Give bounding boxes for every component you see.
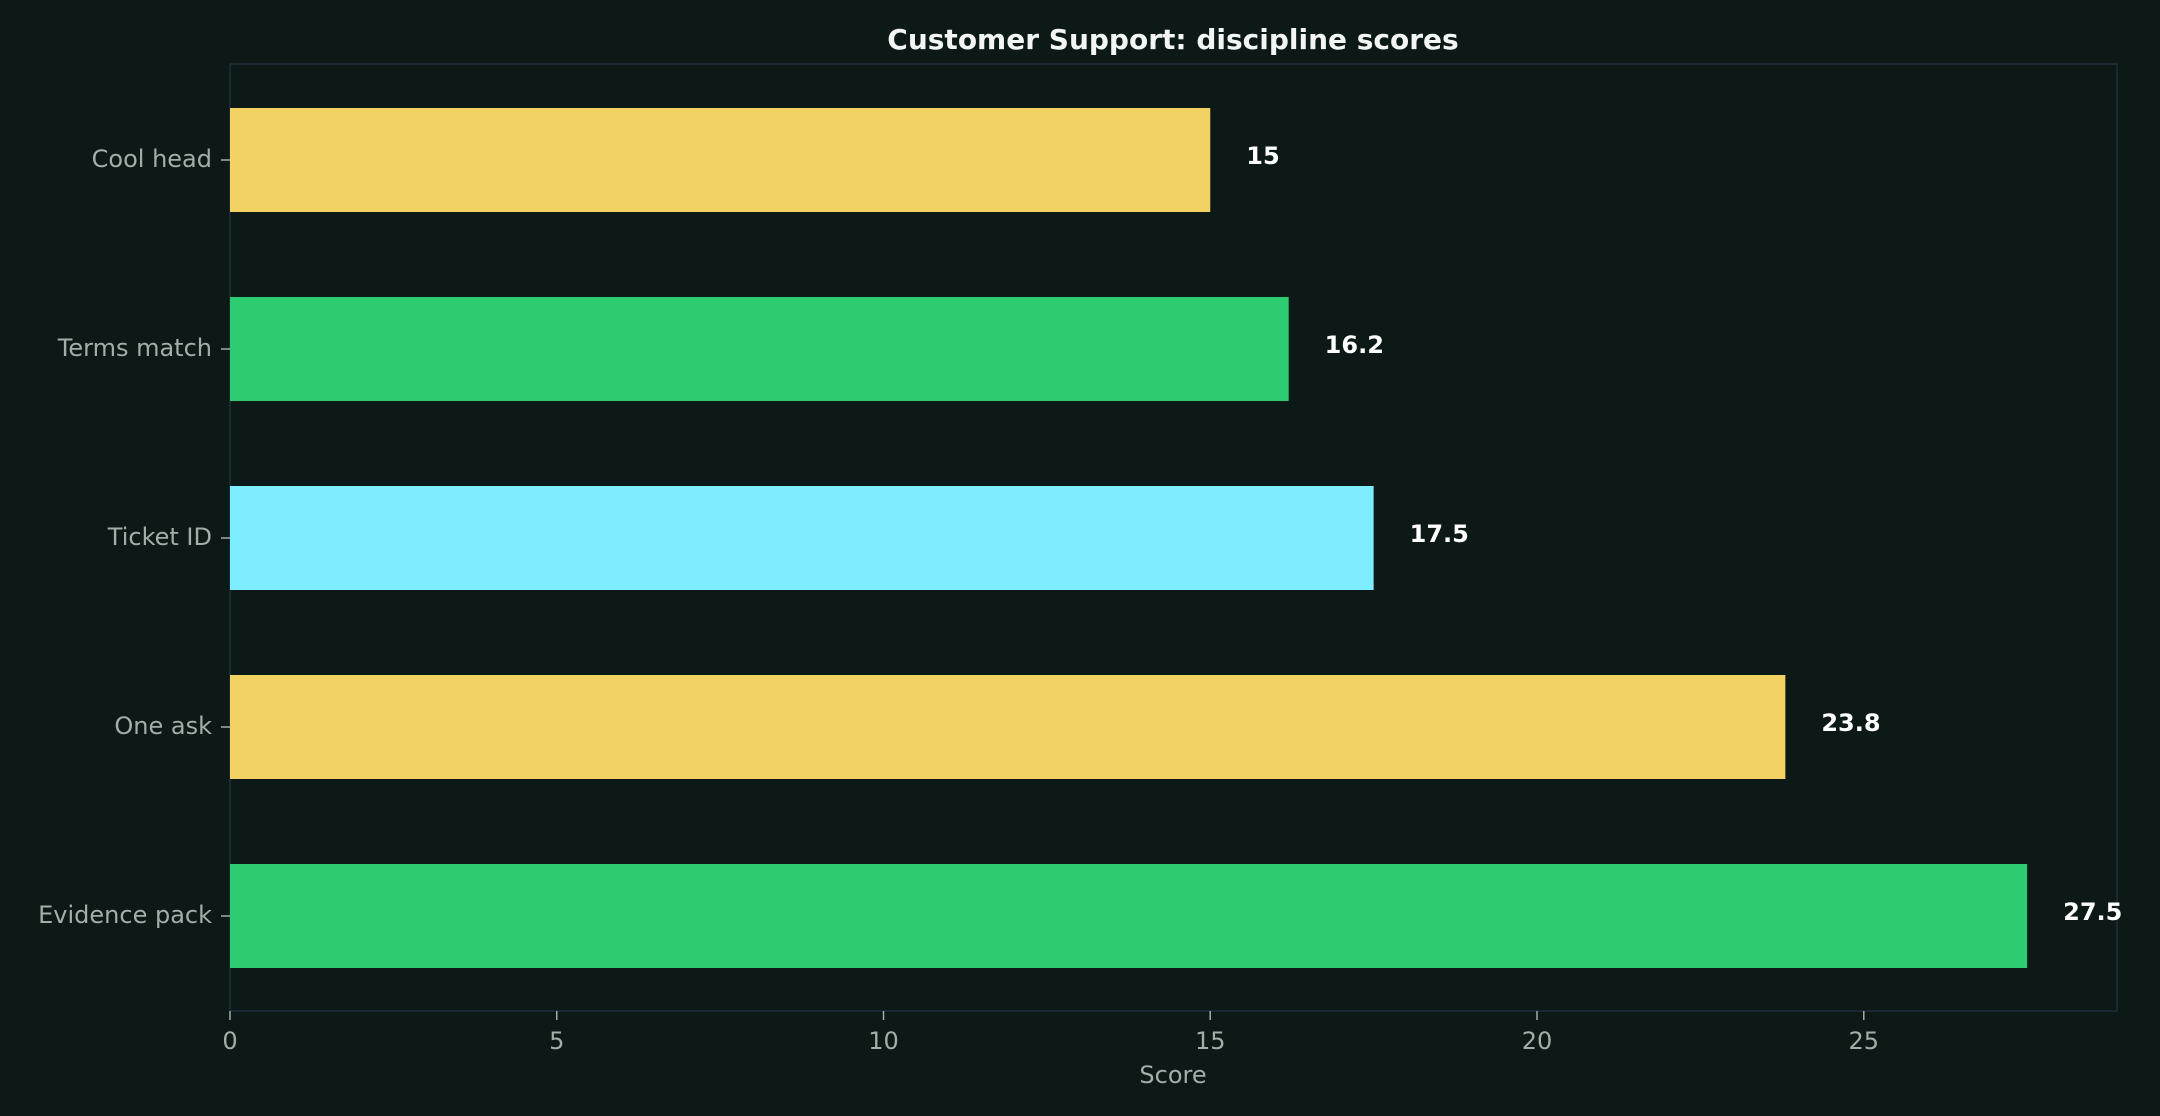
x-tick-label: 20 <box>1522 1027 1553 1055</box>
bar <box>230 864 2028 968</box>
bars <box>230 108 2028 968</box>
y-tick-label: Evidence pack <box>38 901 212 929</box>
y-axis: Cool head Terms match Ticket ID One ask Evid… <box>38 145 230 929</box>
x-tick-label: 25 <box>1848 1027 1879 1055</box>
bar-value-label: 15 <box>1246 142 1279 170</box>
y-tick-label: Terms match <box>57 334 212 362</box>
x-axis-label: Score <box>1139 1061 1206 1089</box>
bar <box>230 675 1786 779</box>
y-tick-label: One ask <box>114 712 212 740</box>
bar-value-label: 27.5 <box>2063 898 2122 926</box>
bar-value-label: 17.5 <box>1410 520 1469 548</box>
value-labels: 15 16.2 17.5 23.8 27.5 <box>1246 142 2122 926</box>
bar <box>230 108 1211 212</box>
chart-title: Customer Support: discipline scores <box>887 23 1458 56</box>
y-tick-label: Ticket ID <box>107 523 212 551</box>
bar <box>230 297 1289 401</box>
x-tick-label: 10 <box>868 1027 899 1055</box>
x-tick-label: 5 <box>549 1027 564 1055</box>
y-tick-label: Cool head <box>92 145 212 173</box>
bar-value-label: 23.8 <box>1821 709 1880 737</box>
bar <box>230 486 1374 590</box>
x-tick-label: 0 <box>222 1027 237 1055</box>
x-axis: 0 5 10 15 20 25 <box>222 1011 1879 1055</box>
x-tick-label: 15 <box>1195 1027 1226 1055</box>
bar-value-label: 16.2 <box>1325 331 1384 359</box>
